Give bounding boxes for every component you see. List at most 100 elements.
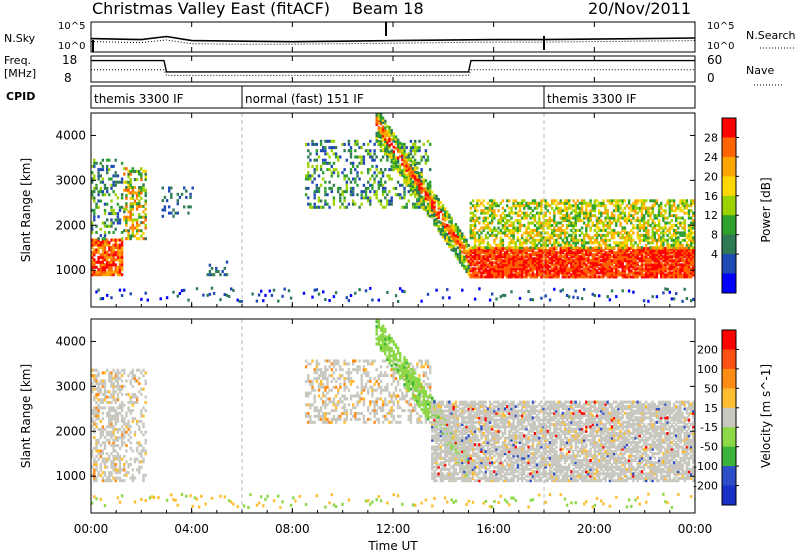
velocity-cell [103,436,107,440]
power-cell [108,241,111,245]
power-cell [598,257,601,261]
power-cell [627,236,631,240]
power-cell [561,201,564,205]
power-cell [159,297,162,301]
power-cell [91,180,94,184]
power-cell [471,233,475,237]
power-cell [127,180,130,184]
power-cell [480,238,483,242]
power-cell [225,293,229,297]
power-cell [112,258,115,262]
power-cell [521,243,524,247]
power-cell [578,216,582,220]
power-cell [405,162,408,166]
velocity-cell [120,436,124,440]
power-cell [638,265,641,269]
power-cell [664,221,667,225]
power-cell [418,161,421,165]
power-cell [521,236,524,240]
velocity-cell [144,441,147,445]
power-cell [561,263,564,267]
power-cell [540,269,543,273]
power-cell [454,225,458,229]
power-cell [91,250,94,254]
velocity-cell [108,376,111,380]
power-cell [685,236,689,240]
power-cell [666,287,669,291]
power-cell [326,202,329,206]
power-cell [670,267,674,271]
velocity-cell [95,382,98,386]
power-cell [548,259,552,263]
power-cell [123,180,126,184]
power-cell [326,168,329,172]
power-cell [638,238,641,242]
power-cell [512,228,515,232]
power-cell [503,261,507,265]
power-cell [497,259,500,263]
power-cell [553,219,556,223]
power-cell [675,233,678,237]
power-cell [632,246,635,250]
power-cell [662,216,665,220]
power-cell [441,206,445,210]
power-cell [422,180,425,184]
power-cell [645,273,648,277]
power-cell [189,192,192,196]
power-cell [531,228,535,232]
power-cell [550,247,554,251]
power-cell [497,209,500,213]
power-cell [478,271,481,275]
power-cell [557,251,560,255]
power-cell [110,296,113,300]
power-cell [379,177,383,181]
power-cell [420,188,423,192]
power-cell [135,221,139,225]
power-cell [598,226,601,230]
velocity-cell [120,419,124,423]
power-cell [97,215,100,219]
power-cell [356,139,359,143]
power-cell [112,183,115,187]
power-cell [514,261,517,265]
power-cell [666,257,669,261]
power-cell [525,251,528,255]
power-cell [623,211,627,215]
power-cell [384,119,387,123]
power-cell [535,269,539,273]
power-cell [621,255,624,259]
power-cell [595,219,599,223]
power-cell [463,255,466,259]
power-cell [125,237,128,241]
power-cell [662,247,665,251]
power-cell [685,199,689,203]
power-cell [533,201,537,205]
power-cell [647,221,650,225]
power-cell [576,273,579,277]
power-cell [118,273,122,277]
power-cell [561,255,564,259]
velocity-cell [135,441,139,445]
velocity-cell [142,473,145,477]
power-cell [640,273,644,277]
power-cell [683,267,686,271]
velocity-cell [114,479,117,483]
power-cell [548,238,552,242]
power-cell [401,183,404,187]
power-cell [533,199,537,203]
power-cell [381,139,385,142]
power-cell [484,226,487,230]
power-cell [553,199,556,203]
power-cell [647,259,650,263]
power-cell [687,209,691,213]
power-cell [103,241,107,245]
power-cell [381,190,385,194]
power-cell [347,142,351,146]
power-cell [499,253,502,257]
power-cell [433,218,436,222]
power-cell [690,241,693,245]
power-cell [114,174,117,178]
power-cell [482,204,485,208]
power-cell [583,221,586,225]
power-cell [377,141,380,145]
